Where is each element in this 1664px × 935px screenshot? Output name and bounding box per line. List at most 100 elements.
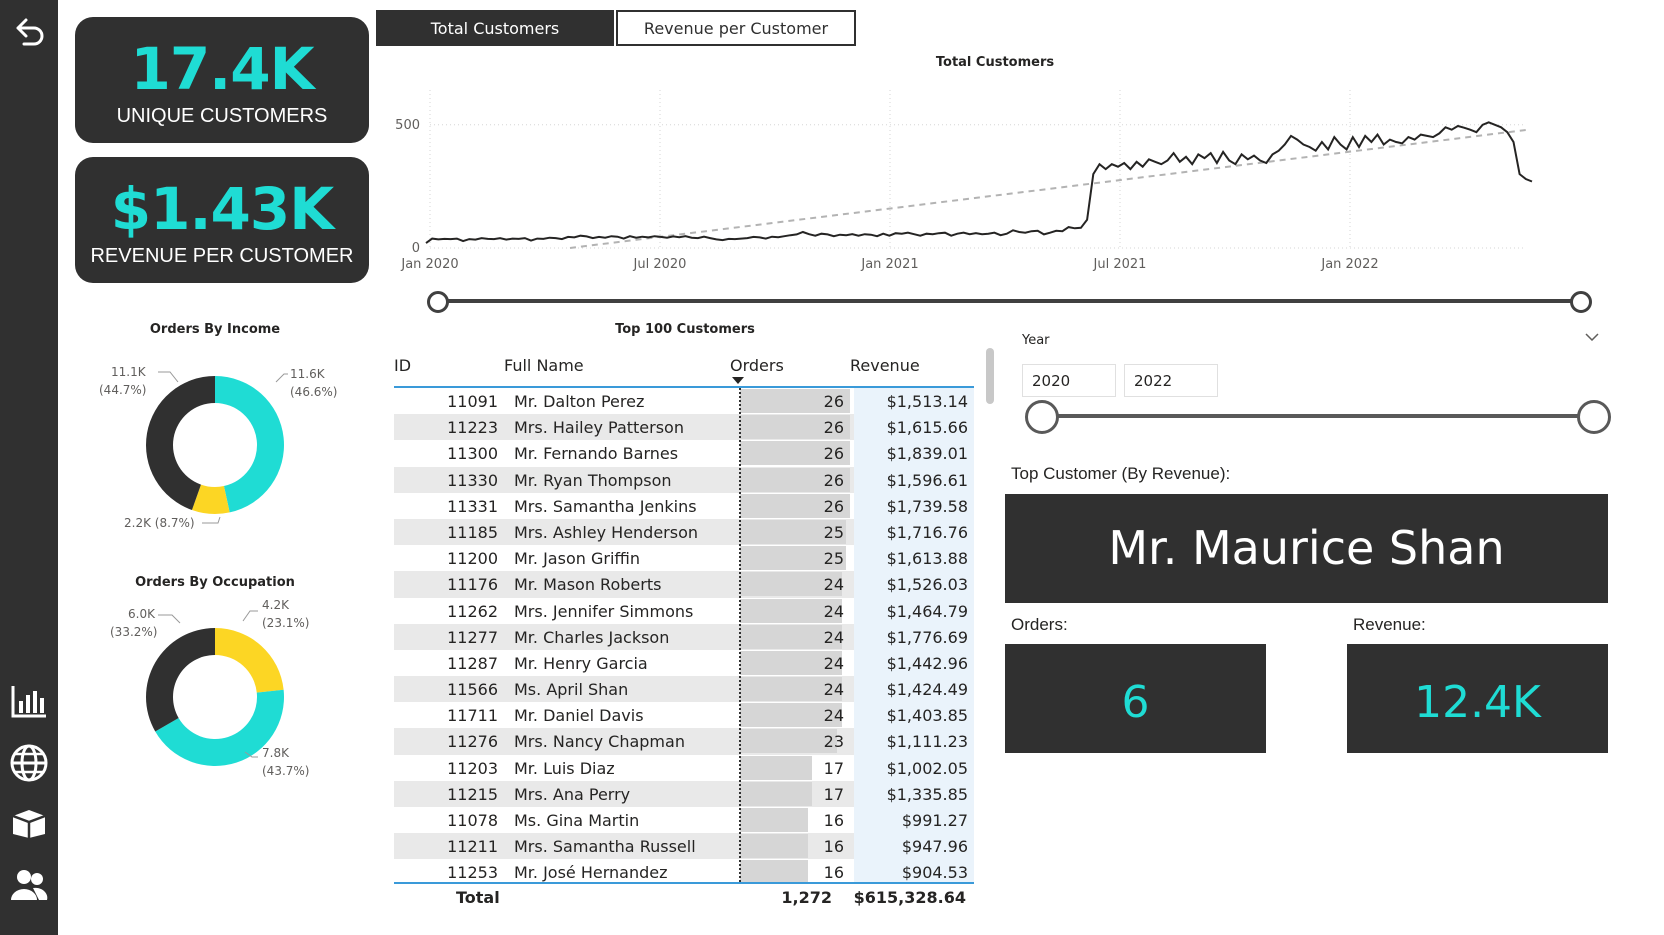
cell-id: 11176 xyxy=(447,575,498,595)
cell-full-name: Mrs. Hailey Patterson xyxy=(514,418,684,438)
table-row[interactable]: 11277 Mr. Charles Jackson 24 $1,776.69 xyxy=(394,623,974,650)
table-row[interactable]: 11331 Mrs. Samantha Jenkins 26 $1,739.58 xyxy=(394,492,974,519)
cell-id: 11331 xyxy=(447,496,498,516)
table-row[interactable]: 11253 Mr. José Hernandez 16 $904.53 xyxy=(394,859,974,882)
cell-orders: 26 xyxy=(823,470,844,490)
top-customer-card: Mr. Maurice Shan xyxy=(1005,494,1608,603)
cell-revenue: $947.96 xyxy=(901,837,968,857)
income-donut-title: Orders By Income xyxy=(149,322,281,337)
table-row[interactable]: 11078 Ms. Gina Martin 16 $991.27 xyxy=(394,807,974,834)
top-customer-revenue-value: 12.4K xyxy=(1414,677,1541,728)
tab-revenue-per-customer[interactable]: Revenue per Customer xyxy=(616,10,856,46)
table-row[interactable]: 11276 Mrs. Nancy Chapman 23 $1,111.23 xyxy=(394,728,974,755)
top-customer-name: Mr. Maurice Shan xyxy=(1108,521,1505,575)
cell-id: 11262 xyxy=(447,601,498,621)
table-row[interactable]: 11091 Mr. Dalton Perez 26 $1,513.14 xyxy=(394,388,974,415)
tab-total-customers[interactable]: Total Customers xyxy=(376,10,614,46)
table-header: ID Full Name Orders Revenue xyxy=(394,348,974,388)
cell-revenue: $1,424.49 xyxy=(886,680,968,700)
cell-revenue: $1,464.79 xyxy=(886,601,968,621)
table-row[interactable]: 11215 Mrs. Ana Perry 17 $1,335.85 xyxy=(394,780,974,807)
income-slice-2[interactable] xyxy=(146,376,215,511)
table-row[interactable]: 11711 Mr. Daniel Davis 24 $1,403.85 xyxy=(394,702,974,729)
occupation-slice-0[interactable] xyxy=(215,628,284,693)
col-header-full-name[interactable]: Full Name xyxy=(504,356,584,375)
cell-full-name: Mr. Charles Jackson xyxy=(514,627,670,647)
cell-full-name: Mr. Fernando Barnes xyxy=(514,444,679,464)
table-row[interactable]: 11262 Mrs. Jennifer Simmons 24 $1,464.79 xyxy=(394,597,974,624)
table-row[interactable]: 11287 Mr. Henry Garcia 24 $1,442.96 xyxy=(394,649,974,677)
cell-full-name: Ms. Gina Martin xyxy=(514,811,640,830)
box-icon[interactable] xyxy=(6,800,52,846)
occupation-slice-1[interactable] xyxy=(155,689,284,766)
table-row[interactable]: 11203 Mr. Luis Diaz 17 $1,002.05 xyxy=(394,754,974,781)
y-tick-label: 0 xyxy=(412,241,420,256)
total-orders: 1,272 xyxy=(781,888,832,907)
top-customers-table: ID Full Name Orders Revenue 11091 Mr. Dal… xyxy=(394,348,974,912)
table-row[interactable]: 11176 Mr. Mason Roberts 24 $1,526.03 xyxy=(394,571,974,598)
series-line[interactable] xyxy=(425,121,1533,244)
total-revenue: $615,328.64 xyxy=(853,888,966,907)
table-row[interactable]: 11211 Mrs. Samantha Russell 16 $947.96 xyxy=(394,833,974,860)
year-slider-start-handle[interactable] xyxy=(1025,400,1059,434)
year-from-input[interactable]: 2020 xyxy=(1022,364,1116,397)
unique-customers-value: 17.4K xyxy=(130,35,314,103)
sort-desc-icon xyxy=(732,377,744,384)
x-tick-label: Jan 2021 xyxy=(860,257,918,272)
cell-orders: 24 xyxy=(823,627,844,647)
bar-chart-icon[interactable] xyxy=(6,678,52,724)
cell-full-name: Mrs. Nancy Chapman xyxy=(514,732,685,752)
date-range-track xyxy=(437,299,1580,303)
cell-full-name: Mrs. Samantha Jenkins xyxy=(514,496,697,516)
cell-full-name: Mrs. Jennifer Simmons xyxy=(514,601,694,621)
cell-orders: 24 xyxy=(823,575,844,595)
revenue-label: Revenue: xyxy=(1353,615,1426,634)
cell-id: 11711 xyxy=(447,706,498,726)
table-body: 11091 Mr. Dalton Perez 26 $1,513.14 11223 Mrs… xyxy=(394,388,974,882)
table-row[interactable]: 11223 Mrs. Hailey Patterson 26 $1,615.66 xyxy=(394,414,974,441)
table-row[interactable]: 11566 Ms. April Shan 24 $1,424.49 xyxy=(394,676,974,703)
cell-orders: 26 xyxy=(823,392,844,411)
users-icon[interactable] xyxy=(6,862,52,908)
income-slice-0[interactable] xyxy=(215,376,284,513)
x-tick-label: Jan 2022 xyxy=(1320,257,1378,272)
income-label-dark: 11.1K xyxy=(111,365,147,379)
cell-id: 11566 xyxy=(447,680,498,700)
cell-orders: 24 xyxy=(823,601,844,621)
cell-revenue: $1,002.05 xyxy=(886,758,968,778)
cell-revenue: $1,513.14 xyxy=(886,392,968,411)
orders-label: Orders: xyxy=(1011,615,1068,634)
globe-icon[interactable] xyxy=(6,740,52,786)
table-scrollbar[interactable] xyxy=(986,348,994,404)
table-row[interactable]: 11300 Mr. Fernando Barnes 26 $1,839.01 xyxy=(394,440,974,467)
cell-orders: 25 xyxy=(823,549,844,569)
cell-orders: 24 xyxy=(823,706,844,726)
year-to-input[interactable]: 2022 xyxy=(1124,364,1218,397)
back-arrow-icon[interactable] xyxy=(6,10,52,56)
cell-revenue: $1,739.58 xyxy=(886,496,968,516)
date-range-end-handle[interactable] xyxy=(1570,291,1592,313)
cell-full-name: Mr. Mason Roberts xyxy=(514,575,662,595)
occupation-donut-title: Orders By Occupation xyxy=(135,575,295,590)
col-header-revenue[interactable]: Revenue xyxy=(850,356,920,375)
date-range-start-handle[interactable] xyxy=(427,291,449,313)
top-customer-revenue-card: 12.4K xyxy=(1347,644,1608,753)
occupation-label-yellow: 4.2K xyxy=(262,598,290,612)
col-header-id[interactable]: ID xyxy=(394,356,412,375)
cell-full-name: Mr. Luis Diaz xyxy=(514,758,615,778)
income-slice-1[interactable] xyxy=(191,484,230,514)
col-header-orders[interactable]: Orders xyxy=(730,356,784,375)
table-row[interactable]: 11330 Mr. Ryan Thompson 26 $1,596.61 xyxy=(394,466,974,493)
table-row[interactable]: 11200 Mr. Jason Griffin 25 $1,613.88 xyxy=(394,545,974,572)
top-customer-orders-card: 6 xyxy=(1005,644,1266,753)
year-slider-end-handle[interactable] xyxy=(1577,400,1611,434)
chevron-down-icon[interactable] xyxy=(1585,333,1599,341)
occupation-slice-2[interactable] xyxy=(146,628,215,732)
cell-orders: 24 xyxy=(823,680,844,700)
table-row[interactable]: 11185 Mrs. Ashley Henderson 25 $1,716.76 xyxy=(394,518,974,546)
cell-id: 11277 xyxy=(447,627,498,647)
cell-revenue: $1,839.01 xyxy=(886,444,968,464)
cell-id: 11078 xyxy=(447,811,498,830)
income-pct-dark: (44.7%) xyxy=(99,383,146,397)
